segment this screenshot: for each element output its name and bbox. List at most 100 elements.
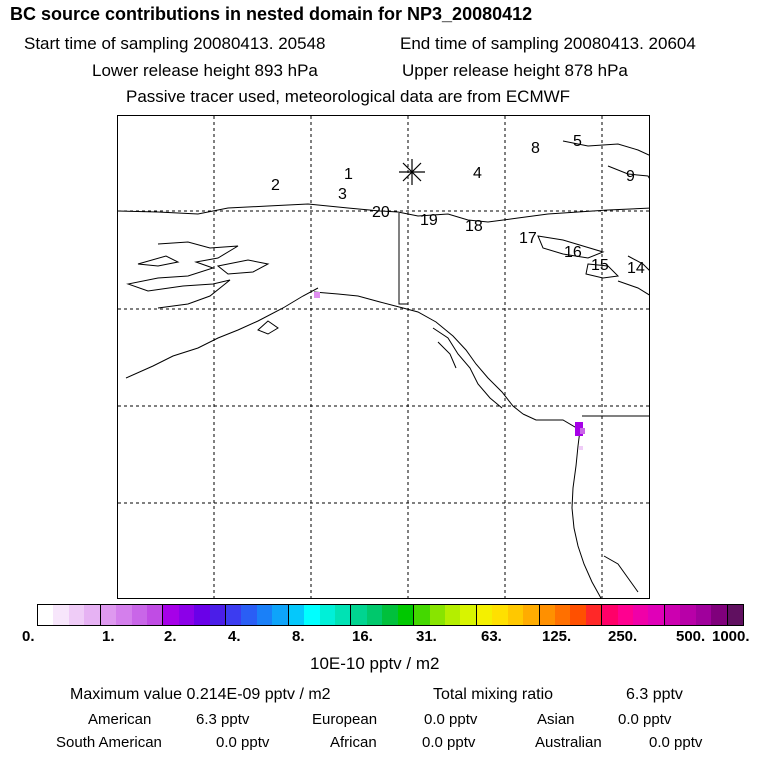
track-number-20: 20: [372, 204, 390, 221]
colorbar-swatch: [68, 605, 85, 625]
track-number-18: 18: [465, 218, 483, 235]
colorbar-swatch: [209, 605, 226, 625]
south-american-value: 0.0 pptv: [216, 734, 270, 751]
track-number-5: 5: [573, 133, 582, 150]
australian-label: Australian: [535, 734, 602, 751]
release-asterisk: [399, 159, 425, 185]
colorbar-swatch: [335, 605, 351, 625]
track-number-9: 9: [626, 168, 635, 185]
colorbar-swatch: [413, 605, 430, 625]
total-mixing-ratio-value: 6.3 pptv: [626, 686, 683, 703]
colorbar-swatch: [304, 605, 320, 625]
colorbar-tick-label: 8.: [292, 628, 305, 645]
colorbar-swatch: [256, 605, 273, 625]
colorbar-swatch: [178, 605, 195, 625]
upper-release-label: Upper release height 878 hPa: [402, 61, 628, 80]
american-label: American: [88, 711, 152, 728]
colorbar-units: 10E-10 pptv / m2: [310, 654, 440, 673]
colorbar-tick-label: 16.: [352, 628, 373, 645]
south-american-label: South American: [56, 734, 162, 751]
track-number-17: 17: [519, 230, 537, 247]
colorbar-swatch: [116, 605, 132, 625]
asian-value: 0.0 pptv: [618, 711, 672, 728]
tracer-info-label: Passive tracer used, meteorological data…: [126, 87, 571, 106]
african-label: African: [330, 734, 377, 751]
map-graphics: [118, 116, 649, 598]
colorbar-swatch: [726, 605, 743, 625]
colorbar-swatch: [225, 605, 242, 625]
maximum-value-label: Maximum value 0.214E-09 pptv / m2: [70, 686, 331, 703]
colorbar-swatch: [695, 605, 712, 625]
african-value: 0.0 pptv: [422, 734, 476, 751]
colorbar-tick-label: 250.: [608, 628, 638, 645]
track-number-4: 4: [473, 165, 482, 182]
colorbar-swatch: [397, 605, 414, 625]
total-mixing-ratio-label: Total mixing ratio: [433, 686, 554, 703]
colorbar-swatch: [585, 605, 602, 625]
colorbar-swatch: [194, 605, 210, 625]
colorbar-swatch: [382, 605, 398, 625]
end-time-label: End time of sampling 20080413. 20604: [400, 34, 696, 53]
colorbar-tick-label: 125.: [542, 628, 572, 645]
colorbar-swatch: [429, 605, 445, 625]
track-number-16: 16: [564, 244, 582, 261]
colorbar: [37, 604, 744, 626]
colorbar-swatch: [241, 605, 257, 625]
colorbar-swatch: [663, 605, 681, 625]
colorbar-swatch: [460, 605, 476, 625]
map-panel: 1 2 3 4 5 8 9 14 15 16 17 18 19 20: [117, 115, 650, 599]
colorbar-swatch: [680, 605, 696, 625]
colorbar-swatch: [53, 605, 69, 625]
colorbar-swatch: [601, 605, 618, 625]
track-number-19: 19: [420, 212, 438, 229]
track-number-15: 15: [591, 257, 609, 274]
australian-value: 0.0 pptv: [649, 734, 703, 751]
lower-release-label: Lower release height 893 hPa: [92, 61, 318, 80]
colorbar-tick-label: 2.: [164, 628, 177, 645]
colorbar-swatch: [146, 605, 163, 625]
colorbar-swatch: [272, 605, 288, 625]
colorbar-swatch: [617, 605, 634, 625]
colorbar-swatch: [633, 605, 649, 625]
asian-label: Asian: [537, 711, 575, 728]
colorbar-tick-label: 31.: [416, 628, 437, 645]
colorbar-swatch: [492, 605, 508, 625]
colorbar-swatch: [131, 605, 147, 625]
colorbar-swatch: [99, 605, 117, 625]
colorbar-swatch: [648, 605, 664, 625]
colorbar-swatch: [287, 605, 305, 625]
colorbar-tick-label: 1000.: [712, 628, 750, 645]
colorbar-tick-label: 4.: [228, 628, 241, 645]
grid-lines: [118, 116, 649, 598]
european-value: 0.0 pptv: [424, 711, 478, 728]
colorbar-tick-label: 0.: [22, 628, 35, 645]
colorbar-swatch: [538, 605, 555, 625]
colorbar-swatch: [162, 605, 179, 625]
colorbar-tick-label: 63.: [481, 628, 502, 645]
american-value: 6.3 pptv: [196, 711, 250, 728]
colorbar-swatch: [711, 605, 727, 625]
colorbar-swatch: [350, 605, 367, 625]
track-number-8: 8: [531, 140, 540, 157]
track-number-3: 3: [338, 186, 347, 203]
colorbar-swatch: [319, 605, 336, 625]
colorbar-swatch: [475, 605, 493, 625]
european-label: European: [312, 711, 378, 728]
colorbar-swatch: [507, 605, 524, 625]
plot-title: BC source contributions in nested domain…: [10, 4, 533, 24]
colorbar-swatch: [366, 605, 383, 625]
colorbar-swatch: [570, 605, 586, 625]
colorbar-swatch: [523, 605, 539, 625]
colorbar-swatch: [84, 605, 100, 625]
track-number-1: 1: [344, 166, 353, 183]
colorbar-tick-label: 500.: [676, 628, 706, 645]
colorbar-swatch: [444, 605, 461, 625]
start-time-label: Start time of sampling 20080413. 20548: [24, 34, 326, 53]
colorbar-swatch: [554, 605, 571, 625]
coastlines: [118, 140, 649, 598]
colorbar-swatch: [38, 605, 54, 625]
colorbar-tick-label: 1.: [102, 628, 115, 645]
source-contribution-spots: [314, 292, 585, 450]
track-number-2: 2: [271, 177, 280, 194]
track-number-14: 14: [627, 260, 645, 277]
